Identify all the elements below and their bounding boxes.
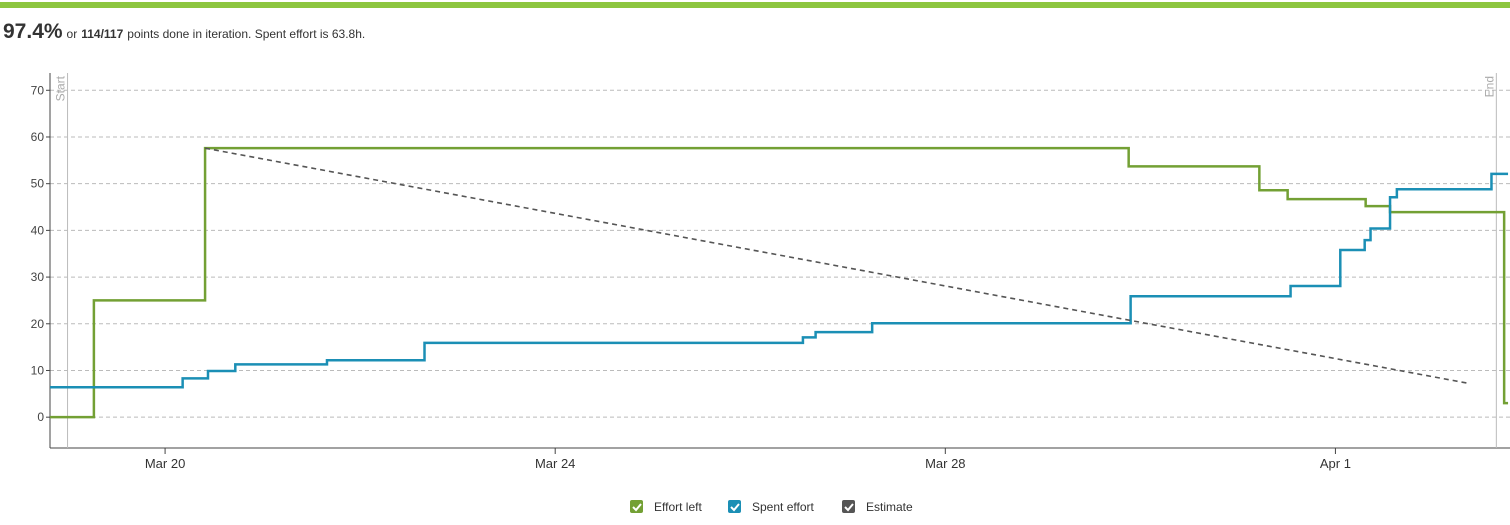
x-tick-label: Apr 1 (1320, 456, 1351, 471)
annotation-label: Start (54, 75, 68, 101)
top-bar (0, 2, 1510, 8)
y-tick-label: 70 (31, 83, 45, 97)
y-tick-label: 10 (31, 363, 45, 377)
annotation-label: End (1482, 76, 1496, 97)
x-tick-label: Mar 28 (925, 456, 965, 471)
legend-checkbox (728, 500, 741, 513)
y-tick-label: 40 (31, 223, 45, 237)
legend-item[interactable]: Spent effort (728, 500, 814, 514)
legend-item[interactable]: Estimate (842, 500, 913, 514)
summary-rest: points done in iteration. Spent effort i… (127, 27, 365, 41)
y-tick-label: 50 (31, 177, 45, 191)
legend-label: Estimate (866, 500, 913, 514)
summary: 97.4% or 114/117 points done in iteration. … (3, 20, 365, 43)
y-tick-label: 30 (31, 270, 45, 284)
x-tick-label: Mar 20 (145, 456, 185, 471)
legend-item[interactable]: Effort left (630, 500, 702, 514)
legend-check (844, 503, 854, 512)
or: or (67, 27, 78, 41)
percent: 97.4% (3, 20, 63, 43)
legend-checkbox (630, 500, 643, 513)
legend-check (632, 503, 642, 512)
y-tick-label: 60 (31, 130, 45, 144)
legend-checkbox (842, 500, 855, 513)
legend-check (730, 503, 740, 512)
legend-label: Effort left (654, 500, 702, 514)
x-tick-label: Mar 24 (535, 456, 575, 471)
y-tick-label: 0 (37, 410, 44, 424)
points: 114/117 (81, 27, 123, 41)
y-tick-label: 20 (31, 317, 45, 331)
legend-label: Spent effort (752, 500, 814, 514)
series-line (50, 146, 1509, 419)
series-line (204, 147, 1468, 384)
series-line (50, 172, 1509, 389)
